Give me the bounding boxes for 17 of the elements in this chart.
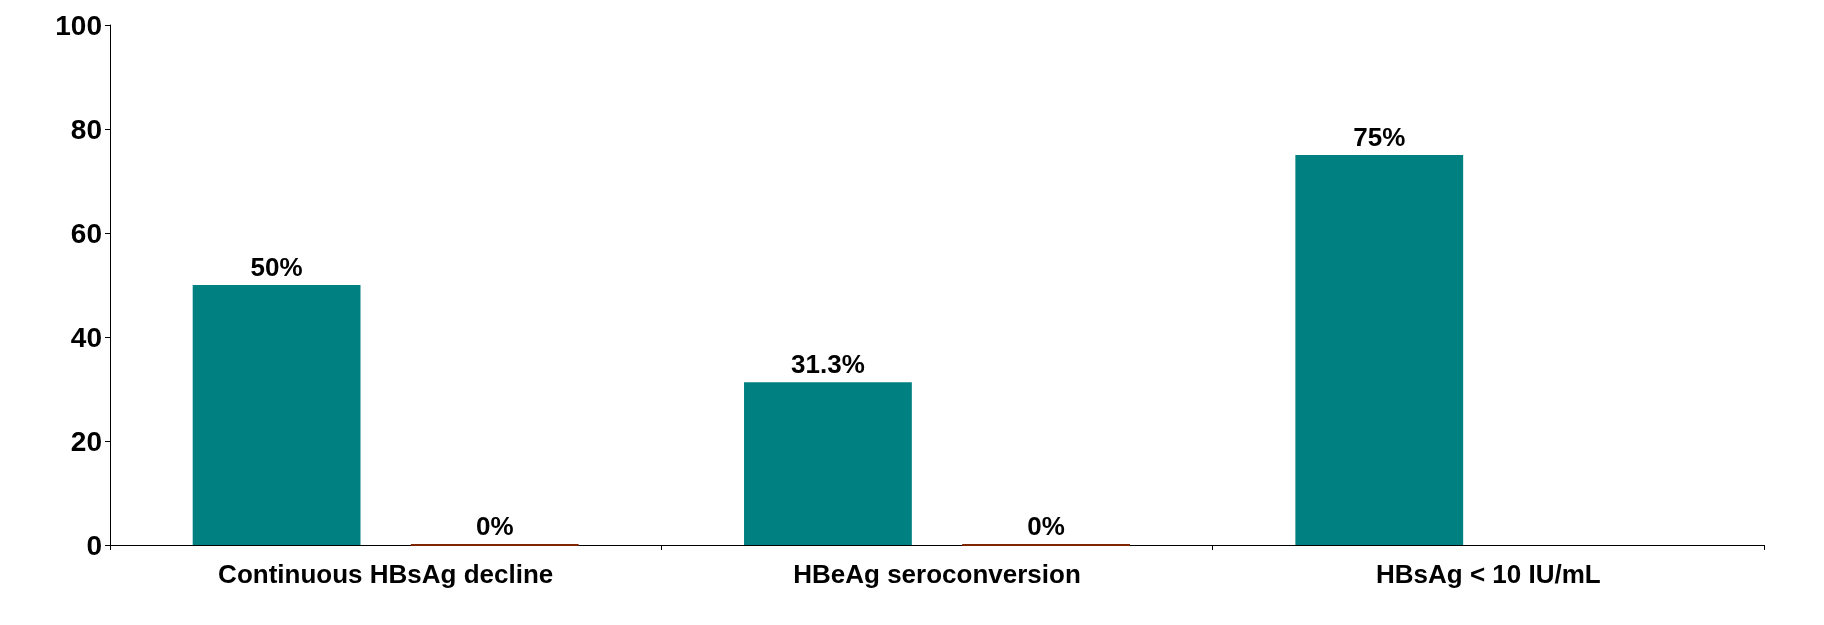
data-label: 0% xyxy=(1027,511,1065,541)
bar xyxy=(192,285,361,545)
data-label: 75% xyxy=(1353,122,1406,152)
y-tick-label: 40 xyxy=(70,321,102,353)
bar xyxy=(744,382,912,545)
y-tick-label: 100 xyxy=(55,9,102,41)
data-label: 0% xyxy=(475,511,514,541)
data-label: 50% xyxy=(250,252,303,282)
bar xyxy=(1295,155,1464,545)
y-tick-label: 0 xyxy=(86,529,102,561)
x-tick-label: Continuous HBsAg decline xyxy=(218,559,554,589)
y-tick-label: 80 xyxy=(70,113,102,145)
y-tick-label: 60 xyxy=(70,217,102,249)
x-tick-label: HBsAg < 10 IU/mL xyxy=(1376,559,1601,589)
x-tick-label: HBeAg seroconversion xyxy=(793,559,1081,589)
data-label: 31.3% xyxy=(791,349,865,380)
y-tick-label: 20 xyxy=(70,425,102,457)
